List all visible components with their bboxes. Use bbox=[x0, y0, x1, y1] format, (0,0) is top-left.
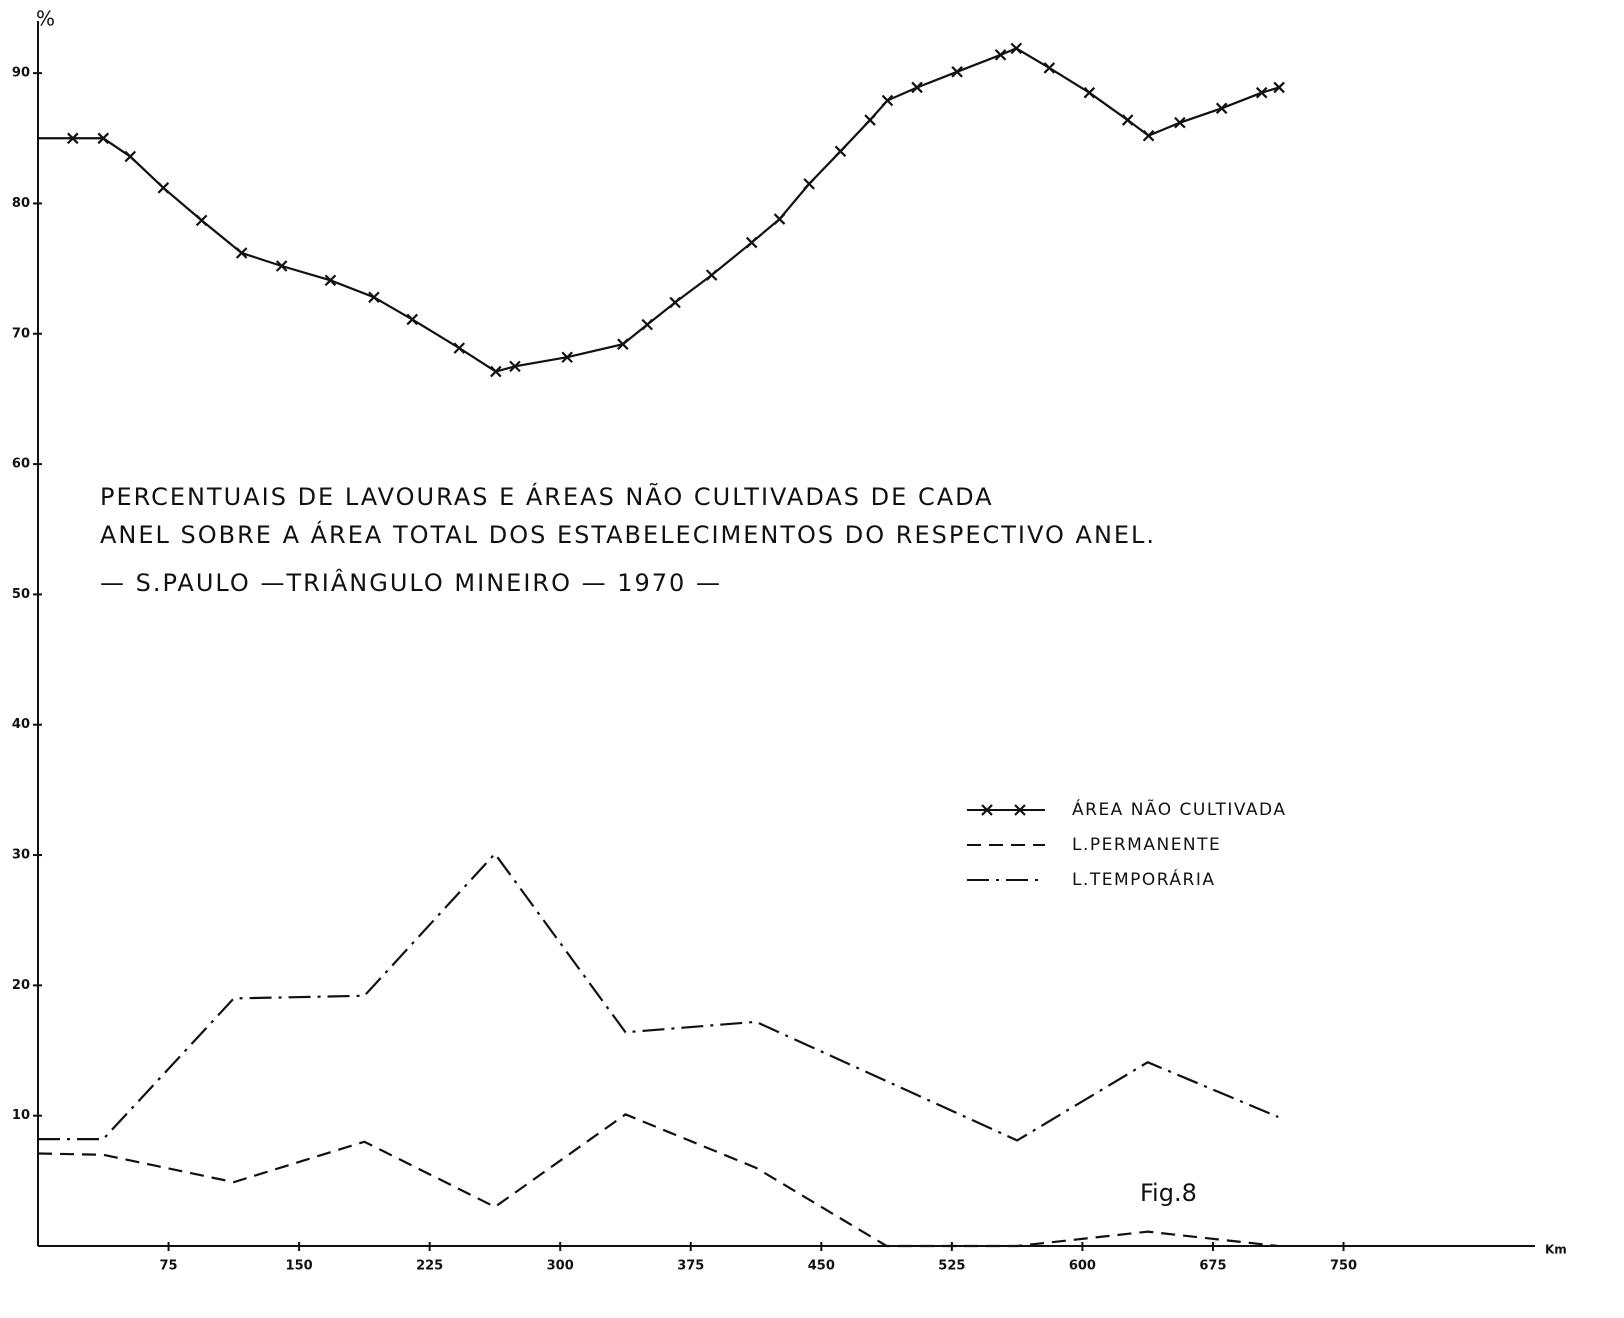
point-marker bbox=[641, 318, 654, 331]
point-marker bbox=[561, 351, 573, 364]
x-tick-label: 75 bbox=[160, 1259, 178, 1274]
x-tick-label: 300 bbox=[547, 1259, 574, 1274]
point-marker bbox=[1273, 81, 1285, 94]
point-marker bbox=[453, 342, 466, 354]
point-marker bbox=[881, 94, 894, 107]
point-marker bbox=[509, 360, 521, 373]
point-marker bbox=[617, 338, 629, 350]
point-marker bbox=[1174, 116, 1186, 129]
point-marker bbox=[324, 274, 337, 287]
point-marker bbox=[195, 214, 208, 227]
legend-symbol bbox=[1014, 804, 1026, 816]
point-marker bbox=[67, 132, 79, 145]
chart-title: ANEL SOBRE A ÁREA TOTAL DOS ESTABELECIME… bbox=[100, 520, 1156, 549]
y-tick-label: 90 bbox=[12, 66, 30, 81]
chart-subtitle: — S.PAULO —TRIÂNGULO MINEIRO — 1970 — bbox=[100, 568, 722, 597]
chart-title: PERCENTUAIS DE LAVOURAS E ÁREAS NÃO CULT… bbox=[100, 481, 994, 511]
x-tick-label: 150 bbox=[286, 1259, 313, 1274]
y-tick-label: 30 bbox=[12, 848, 30, 863]
series-line bbox=[37, 1113, 1279, 1248]
point-marker bbox=[490, 365, 502, 378]
point-marker bbox=[368, 291, 380, 304]
x-tick-label: 450 bbox=[808, 1259, 835, 1274]
point-marker bbox=[97, 132, 110, 145]
annotation: Fig.8 bbox=[1140, 1179, 1197, 1207]
y-tick-label: 40 bbox=[12, 717, 30, 732]
point-marker bbox=[864, 114, 876, 126]
y-axis-label: % bbox=[36, 7, 55, 31]
point-marker bbox=[1215, 102, 1228, 115]
point-marker bbox=[124, 150, 137, 163]
y-tick-label: 70 bbox=[12, 326, 30, 341]
point-marker bbox=[1121, 114, 1134, 126]
x-tick-label: 600 bbox=[1069, 1259, 1096, 1274]
point-marker bbox=[1043, 62, 1056, 74]
x-tick-label: 750 bbox=[1330, 1259, 1357, 1274]
x-tick-label: 675 bbox=[1199, 1259, 1226, 1274]
legend-label: ÁREA NÃO CULTIVADA bbox=[1072, 798, 1286, 820]
x-tick-label: 525 bbox=[938, 1259, 965, 1274]
point-marker bbox=[275, 260, 288, 272]
x-tick-label: 375 bbox=[677, 1259, 704, 1274]
point-marker bbox=[1083, 86, 1096, 99]
point-marker bbox=[1010, 42, 1023, 55]
legend-label: L.TEMPORÁRIA bbox=[1072, 868, 1216, 890]
point-marker bbox=[745, 236, 758, 249]
point-marker bbox=[235, 247, 248, 259]
x-axis-label: Km bbox=[1545, 1243, 1567, 1257]
y-tick-label: 10 bbox=[12, 1108, 30, 1123]
y-tick-label: 50 bbox=[12, 587, 30, 602]
x-tick-label: 225 bbox=[416, 1259, 443, 1274]
point-marker bbox=[1142, 129, 1155, 142]
point-marker bbox=[994, 49, 1007, 61]
legend-label: L.PERMANENTE bbox=[1072, 835, 1221, 855]
point-marker bbox=[834, 145, 847, 158]
point-marker bbox=[705, 269, 718, 281]
point-marker bbox=[669, 296, 681, 309]
y-tick-label: 20 bbox=[12, 978, 30, 993]
series-line bbox=[38, 852, 1279, 1142]
point-marker bbox=[406, 313, 419, 326]
y-tick-label: 60 bbox=[12, 457, 30, 472]
point-marker bbox=[773, 213, 786, 225]
point-marker bbox=[1255, 86, 1268, 99]
point-marker bbox=[911, 81, 923, 94]
legend-symbol bbox=[981, 804, 993, 816]
point-marker bbox=[157, 182, 170, 194]
point-marker bbox=[803, 178, 815, 190]
point-marker bbox=[951, 66, 963, 78]
y-tick-label: 80 bbox=[12, 196, 30, 211]
